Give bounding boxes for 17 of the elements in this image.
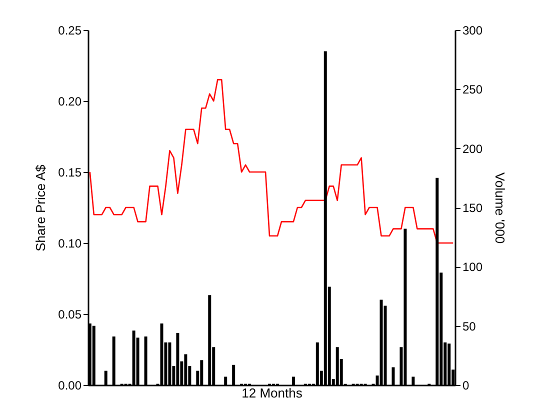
y-tick-label: 0.25	[58, 24, 82, 38]
y-axis-title: Share Price A$	[33, 164, 48, 252]
y-tick-label: 0.00	[58, 378, 82, 392]
y-tick-label: 0.05	[58, 308, 82, 322]
y2-tick-label: 100	[462, 260, 483, 274]
y-tick-label: 0.20	[58, 94, 82, 108]
y2-axis-title: Volume '000	[492, 172, 508, 244]
y-tick-label: 0.10	[58, 236, 82, 250]
y2-tick-label: 150	[462, 201, 483, 215]
y2-tick-label: 300	[462, 24, 483, 38]
y2-tick-label: 200	[462, 142, 483, 156]
y2-tick-label: 0	[462, 378, 470, 392]
x-axis-title: 12 Months	[242, 386, 303, 400]
y-tick-label: 0.15	[58, 166, 82, 180]
line-series	[89, 79, 454, 244]
y2-tick-label: 50	[462, 319, 476, 334]
y2-tick-label: 250	[462, 82, 483, 97]
